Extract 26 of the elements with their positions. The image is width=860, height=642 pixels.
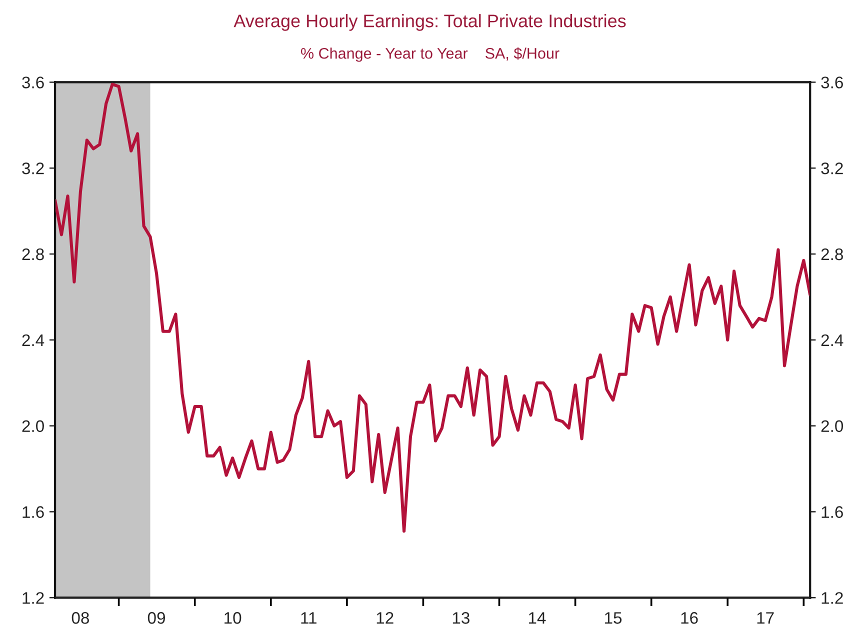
y-tick-label: 3.6	[22, 76, 44, 88]
y-tick-label: 1.2	[22, 592, 44, 604]
y-tick-label: 2.4	[22, 334, 44, 346]
y2-tick-label: 2.0	[821, 420, 844, 432]
chart-title: Average Hourly Earnings: Total Private Industries	[234, 14, 626, 31]
y-tick-label: 2.8	[22, 248, 44, 260]
y2-tick-label: 3.6	[821, 76, 843, 88]
x-tick-label: 13	[452, 612, 470, 624]
y2-tick-label: 2.8	[821, 248, 843, 260]
x-tick-label: 12	[376, 612, 394, 624]
x-tick-label: 16	[681, 612, 698, 624]
x-tick-label: 15	[605, 612, 622, 624]
x-tick-label: 11	[301, 612, 316, 624]
x-tick-label: 09	[148, 612, 165, 624]
x-tick-label: 17	[757, 612, 774, 624]
y2-tick-label: 1.2	[822, 592, 843, 604]
y2-tick-label: 2.4	[821, 334, 844, 346]
x-tick-label: 14	[528, 612, 546, 624]
x-tick-label: 10	[224, 612, 242, 624]
y2-tick-label: 3.2	[821, 162, 843, 174]
y-tick-label: 2.0	[22, 420, 44, 432]
y2-tick-label: 1.6	[822, 506, 843, 518]
x-tick-label: 08	[72, 612, 90, 624]
y-tick-label: 1.6	[22, 506, 44, 518]
y-tick-label: 3.2	[22, 162, 44, 174]
chart-subtitle: % Change - Year to Year SA, $/Hour	[301, 47, 560, 62]
